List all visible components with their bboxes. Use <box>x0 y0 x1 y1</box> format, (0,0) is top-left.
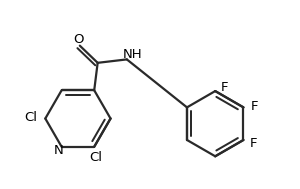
Text: Cl: Cl <box>89 151 102 163</box>
Text: Cl: Cl <box>24 111 38 124</box>
Text: F: F <box>249 137 257 150</box>
Text: F: F <box>251 100 258 113</box>
Text: F: F <box>221 81 229 94</box>
Text: N: N <box>54 144 64 157</box>
Text: NH: NH <box>123 48 143 61</box>
Text: O: O <box>73 33 83 46</box>
